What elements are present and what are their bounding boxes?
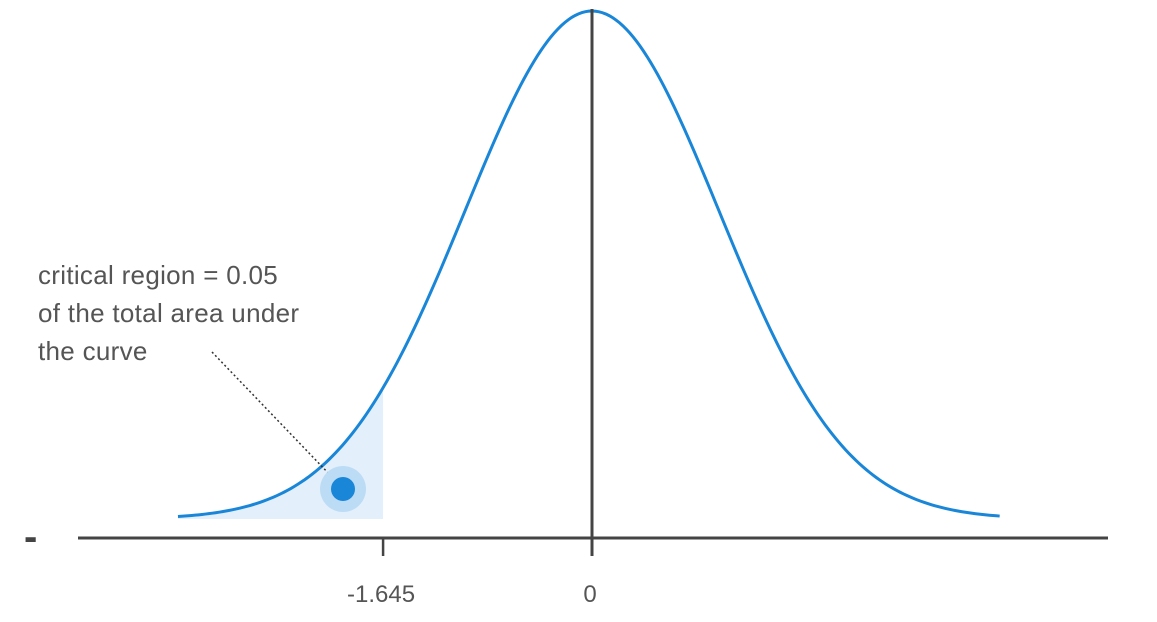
- normal-curve: [177, 9, 1000, 518]
- annotation-line-3: the curve: [38, 336, 148, 366]
- tick-label-zero: 0: [583, 581, 596, 608]
- annotation-line-2: of the total area under: [38, 298, 299, 328]
- annotation-leader-line: [211, 351, 334, 479]
- edge-dash-mark: -: [24, 515, 37, 559]
- region-marker: [331, 477, 355, 501]
- annotation-line-1: critical region = 0.05: [38, 260, 278, 290]
- tick-label-critical: -1.645: [347, 581, 415, 608]
